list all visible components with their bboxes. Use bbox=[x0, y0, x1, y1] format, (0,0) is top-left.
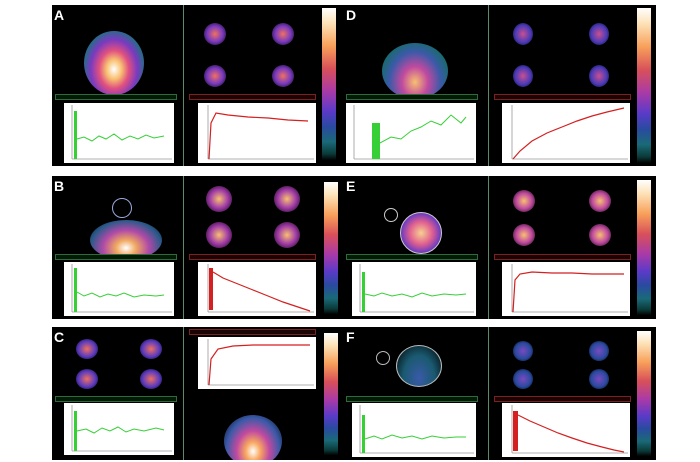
panel-a-thumbnails[interactable] bbox=[184, 5, 319, 90]
panel-d-thumbnails[interactable] bbox=[489, 5, 634, 90]
panel-e-red-chart[interactable] bbox=[502, 262, 630, 316]
panel-e-label: E bbox=[346, 178, 356, 194]
panel-b-green-header bbox=[55, 254, 177, 260]
panel-d-green-chart[interactable] bbox=[346, 103, 476, 163]
panel-d-red-chart[interactable] bbox=[502, 103, 630, 163]
panel-a-red-curve bbox=[208, 112, 309, 160]
panel-f-label: F bbox=[346, 329, 355, 345]
panel-d-green-curve bbox=[379, 114, 467, 144]
panel-d-green-header bbox=[346, 94, 478, 100]
panel-c-label: C bbox=[54, 329, 65, 345]
panel-b-red-spike bbox=[209, 268, 213, 310]
panel-c: C bbox=[52, 327, 342, 460]
panel-f-green-curve bbox=[364, 434, 466, 440]
panel-c-green-header bbox=[55, 396, 177, 402]
panel-e-colorbar bbox=[637, 180, 651, 315]
panel-f-colorbar bbox=[637, 331, 651, 456]
panel-e-red-header bbox=[494, 254, 631, 260]
panel-e-green-spike bbox=[362, 272, 365, 312]
panel-d: D bbox=[342, 5, 656, 166]
panel-c-main-image[interactable] bbox=[184, 393, 319, 460]
panel-a-red-header bbox=[189, 94, 316, 100]
panel-a-main-image[interactable] bbox=[52, 5, 182, 95]
panel-a-colorbar bbox=[322, 8, 336, 160]
panel-f-red-spike bbox=[513, 411, 518, 451]
panel-c-colorbar bbox=[324, 333, 338, 455]
panel-f-red-chart[interactable] bbox=[502, 403, 630, 457]
panel-b-thumbnails[interactable] bbox=[184, 176, 319, 251]
panel-e: E bbox=[342, 176, 656, 319]
panel-b-red-header bbox=[189, 254, 316, 260]
panel-a-green-spike bbox=[74, 111, 77, 159]
panel-b-red-curve bbox=[212, 271, 311, 312]
panel-b-label: B bbox=[54, 178, 65, 194]
panel-f-red-curve bbox=[517, 414, 625, 453]
panel-c-red-header bbox=[189, 329, 316, 335]
panel-f-red-header bbox=[494, 396, 631, 402]
panel-c-green-curve bbox=[76, 426, 165, 434]
panel-e-green-chart[interactable] bbox=[352, 262, 476, 316]
panel-d-colorbar bbox=[637, 8, 651, 163]
panel-c-thumbnails[interactable] bbox=[52, 327, 182, 393]
panel-b-green-curve bbox=[76, 291, 165, 298]
panel-b-main-image[interactable] bbox=[52, 176, 182, 260]
panel-f-green-spike bbox=[362, 415, 365, 453]
panel-c-green-chart[interactable] bbox=[64, 403, 174, 455]
panel-d-red-curve bbox=[512, 107, 625, 160]
panel-e-thumbnails[interactable] bbox=[489, 176, 634, 251]
panel-a-label: A bbox=[54, 7, 65, 23]
panel-d-red-header bbox=[494, 94, 631, 100]
panel-d-label: D bbox=[346, 7, 357, 23]
panel-e-green-header bbox=[346, 254, 478, 260]
panel-f-thumbnails[interactable] bbox=[489, 327, 634, 393]
panel-f: F bbox=[342, 327, 656, 460]
panel-d-main-image[interactable] bbox=[342, 5, 487, 99]
panel-b-red-chart[interactable] bbox=[198, 262, 316, 316]
panel-c-red-chart[interactable] bbox=[198, 337, 316, 389]
panel-c-green-spike bbox=[74, 411, 77, 451]
panel-f-main-image[interactable] bbox=[342, 327, 487, 393]
panel-b-green-spike bbox=[74, 268, 77, 312]
panel-e-red-curve bbox=[512, 271, 624, 313]
panel-d-green-spike bbox=[372, 123, 380, 159]
panel-a-green-header bbox=[55, 94, 177, 100]
panel-a-green-curve bbox=[76, 133, 165, 142]
panel-b-green-chart[interactable] bbox=[64, 262, 174, 316]
panel-f-green-chart[interactable] bbox=[352, 403, 476, 457]
panel-b-colorbar bbox=[324, 182, 338, 314]
panel-a-red-chart[interactable] bbox=[198, 103, 316, 163]
panel-e-main-image[interactable] bbox=[342, 176, 487, 254]
panel-e-green-curve bbox=[364, 292, 467, 298]
panel-b: B bbox=[52, 176, 342, 319]
panel-c-red-curve bbox=[208, 344, 310, 386]
panel-a: A bbox=[52, 5, 342, 166]
panel-f-green-header bbox=[346, 396, 478, 402]
panel-a-green-chart[interactable] bbox=[64, 103, 174, 163]
